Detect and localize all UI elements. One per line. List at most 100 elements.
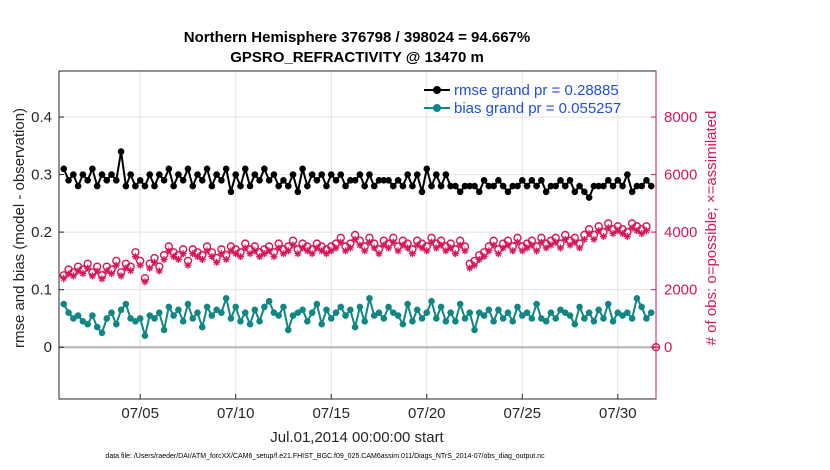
rmse-series-point (437, 182, 445, 190)
y-tick-left-label: 0.3 (31, 167, 52, 184)
assimilated-obs-point (356, 241, 364, 249)
bias-series-point (332, 309, 340, 316)
rmse-series-point (370, 182, 378, 190)
rmse-series-point (624, 171, 631, 178)
assimilated-obs-point (604, 224, 612, 232)
assimilated-obs-point (189, 250, 197, 258)
rmse-series-point (361, 182, 368, 190)
bias-series-point (146, 312, 154, 319)
rmse-series-point (141, 182, 149, 190)
bias-series-point (418, 315, 426, 322)
bias-series-point (628, 315, 636, 322)
rmse-series-point (480, 177, 488, 184)
x-axis: 07/05 07/10 07/15 07/20 07/25 07/30 (121, 394, 637, 422)
assimilated-obs-point (442, 247, 450, 255)
bias-series-point (533, 300, 540, 308)
rmse-series-point (256, 177, 263, 184)
bias-series-point (165, 303, 173, 311)
assimilated-obs-point (380, 241, 388, 249)
assimilated-obs-point (623, 232, 631, 240)
rmse-series-point (227, 188, 235, 196)
x-axis-label: Jul.01,2014 00:00:00 start (270, 429, 444, 446)
bias-series-point (475, 309, 483, 316)
assimilated-obs-point (117, 272, 125, 280)
assimilated-obs-point (566, 241, 574, 249)
assimilated-obs-point (466, 264, 474, 272)
rmse-series-point (614, 177, 622, 184)
rmse-series-point (542, 188, 550, 196)
assimilated-obs-point (69, 272, 77, 280)
assimilated-obs-point (217, 250, 225, 258)
assimilated-obs-point (198, 255, 206, 263)
assimilated-obs-point (523, 244, 531, 252)
assimilated-obs-point (203, 247, 211, 255)
legend: rmse grand pr = 0.28885 bias grand pr = … (424, 82, 621, 117)
bias-series-point (452, 318, 459, 325)
rmse-series-point (643, 177, 650, 184)
assimilated-obs-point (385, 244, 393, 252)
assimilated-obs-point (585, 230, 593, 238)
x-tick-label: 07/15 (312, 405, 350, 422)
rmse-series-point (351, 177, 359, 184)
bias-series-point (643, 315, 650, 322)
assimilated-obs-point (499, 244, 507, 252)
bias-series-point (289, 312, 297, 319)
rmse-series-point (136, 177, 144, 184)
assimilated-obs-point (136, 261, 144, 269)
assimilated-obs-point (241, 244, 249, 252)
rmse-series-point (284, 182, 292, 190)
assimilated-obs-point (303, 247, 311, 255)
assimilated-obs-point (141, 278, 149, 286)
rmse-series-point (366, 171, 373, 178)
rmse-series-point (633, 182, 641, 190)
assimilated-obs-point (528, 241, 536, 249)
bias-series-point (538, 315, 545, 322)
rmse-series-point (275, 182, 282, 190)
bias-series-point (342, 312, 349, 319)
assimilated-obs-point (365, 238, 373, 246)
assimilated-obs-point (246, 250, 254, 258)
rmse-series-point (151, 182, 158, 190)
bias-series-point (122, 300, 130, 308)
rmse-series-point (509, 182, 517, 190)
bias-series-point (304, 318, 311, 325)
rmse-series-point (380, 177, 388, 184)
rmse-series-point (189, 182, 197, 190)
assimilated-obs-point (614, 227, 622, 235)
assimilated-obs-point (609, 230, 617, 238)
series-layer (59, 148, 661, 352)
assimilated-obs-point (318, 247, 326, 255)
assimilated-obs-point (542, 244, 550, 252)
rmse-series-point (404, 171, 411, 178)
bias-series-point (552, 315, 560, 322)
y-tick-right-label: 0 (664, 339, 672, 356)
assimilated-obs-point (174, 255, 182, 263)
bias-series-point (60, 300, 68, 308)
rmse-series-point (127, 171, 134, 178)
assimilated-obs-point (112, 261, 120, 269)
bias-series-point (428, 297, 435, 305)
rmse-series-point (590, 182, 598, 190)
bias-series-point (566, 312, 574, 319)
rmse-series-point (423, 165, 431, 173)
assimilated-obs-point (236, 253, 244, 261)
assimilated-obs-point (432, 244, 440, 252)
assimilated-obs-point (370, 244, 378, 252)
rmse-series-point (619, 182, 626, 190)
y-tick-right-label: 2000 (664, 282, 697, 299)
rmse-series-point (375, 177, 383, 184)
assimilated-obs-point (79, 270, 87, 278)
assimilated-obs-point (580, 235, 588, 243)
assimilated-obs-point (389, 238, 397, 246)
assimilated-obs-point (590, 235, 598, 243)
rmse-series-point (347, 177, 354, 184)
assimilated-obs-point (232, 250, 240, 258)
bias-series-point (600, 315, 607, 322)
legend-bias-marker (433, 104, 441, 112)
bias-series-point (380, 315, 388, 322)
bias-series-point (509, 318, 517, 325)
rmse-series-point (471, 182, 478, 190)
rmse-series-point (241, 165, 249, 173)
bias-series-point (523, 309, 531, 316)
